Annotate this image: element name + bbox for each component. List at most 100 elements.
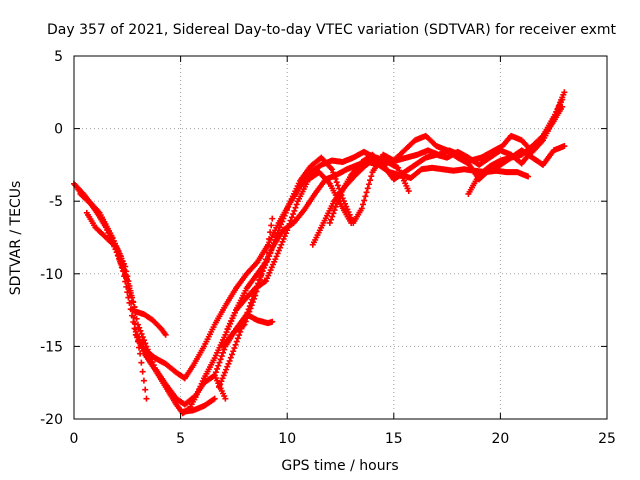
data-point [333, 179, 340, 186]
data-point [290, 211, 297, 218]
data-point [139, 368, 146, 375]
data-point [266, 235, 273, 242]
data-point [365, 181, 372, 188]
data-point [332, 203, 339, 210]
series-track-5 [83, 209, 229, 408]
data-point [236, 332, 243, 339]
data-point [149, 358, 156, 365]
data-points [71, 89, 568, 417]
data-point [223, 366, 230, 373]
data-point [229, 351, 236, 358]
data-point [246, 308, 253, 315]
data-point [281, 233, 288, 240]
data-point [405, 188, 412, 195]
x-tick-label: 25 [598, 431, 616, 447]
data-point [224, 363, 231, 370]
data-point [221, 369, 228, 376]
data-point [145, 349, 152, 356]
data-point [265, 242, 272, 249]
x-tick-label: 10 [278, 431, 296, 447]
data-point [273, 253, 280, 260]
plot-frame [73, 55, 608, 420]
y-tick-labels: -20 -15 -10 -5 0 5 [40, 49, 63, 428]
data-point [231, 345, 238, 352]
grid-lines [74, 56, 607, 419]
data-point [286, 220, 293, 227]
y-tick-label: 5 [54, 49, 63, 65]
data-point [328, 216, 335, 223]
series-track-10 [224, 169, 355, 332]
x-tick-label: 20 [491, 431, 509, 447]
data-point [363, 189, 370, 196]
data-point [139, 334, 146, 341]
data-point [360, 201, 367, 208]
data-point [142, 340, 149, 347]
data-point [262, 256, 269, 263]
y-tick-label: -5 [49, 194, 63, 210]
x-tick-labels: 0 5 10 15 20 25 [70, 431, 616, 447]
data-point [232, 341, 239, 348]
data-point [216, 359, 223, 366]
data-point [233, 338, 240, 345]
data-point [261, 278, 268, 285]
data-point [234, 335, 241, 342]
data-point [148, 355, 155, 362]
data-point [133, 315, 140, 322]
data-point [212, 369, 219, 376]
data-point [138, 359, 145, 366]
data-point [361, 197, 368, 204]
y-tick-label: 0 [54, 122, 63, 138]
data-point [331, 207, 338, 214]
data-point [287, 217, 294, 224]
data-point [127, 287, 134, 294]
series-track-13 [465, 103, 566, 197]
data-point [256, 276, 263, 283]
data-point [137, 327, 144, 334]
data-point [275, 247, 282, 254]
data-point [277, 244, 284, 251]
data-point [328, 166, 335, 173]
y-axis-label: SDTVAR / TECUs [8, 181, 24, 296]
data-point [334, 182, 341, 189]
axis-ticks [73, 55, 608, 420]
data-point [279, 238, 286, 245]
data-point [333, 200, 340, 207]
data-point [112, 243, 119, 250]
data-point [247, 305, 254, 312]
data-point [150, 362, 157, 369]
data-point [258, 272, 265, 279]
data-point [242, 318, 249, 325]
data-point [274, 250, 281, 257]
data-point [128, 292, 135, 299]
series-track-9 [220, 215, 276, 350]
y-tick-label: -15 [40, 339, 63, 355]
data-point [269, 318, 276, 325]
data-point [225, 360, 232, 367]
y-tick-label: -10 [40, 267, 63, 283]
data-point [144, 346, 151, 353]
data-point [131, 304, 138, 311]
data-point [259, 268, 266, 275]
data-point [285, 224, 292, 231]
data-point [124, 273, 131, 280]
data-point [268, 222, 275, 229]
data-point [292, 204, 299, 211]
data-point [525, 173, 532, 180]
data-point [214, 365, 221, 372]
data-point [123, 283, 130, 290]
series-track-6 [179, 395, 218, 415]
data-point [291, 207, 298, 214]
data-point [132, 310, 139, 317]
data-point [138, 330, 145, 337]
data-point [269, 215, 276, 222]
data-point [125, 278, 132, 285]
data-point [136, 324, 143, 331]
data-point [266, 250, 273, 257]
chart-title: Day 357 of 2021, Sidereal Day-to-day VTE… [47, 22, 617, 38]
data-point [364, 185, 371, 192]
data-point [211, 372, 218, 379]
data-point [218, 378, 225, 385]
data-point [130, 319, 137, 326]
